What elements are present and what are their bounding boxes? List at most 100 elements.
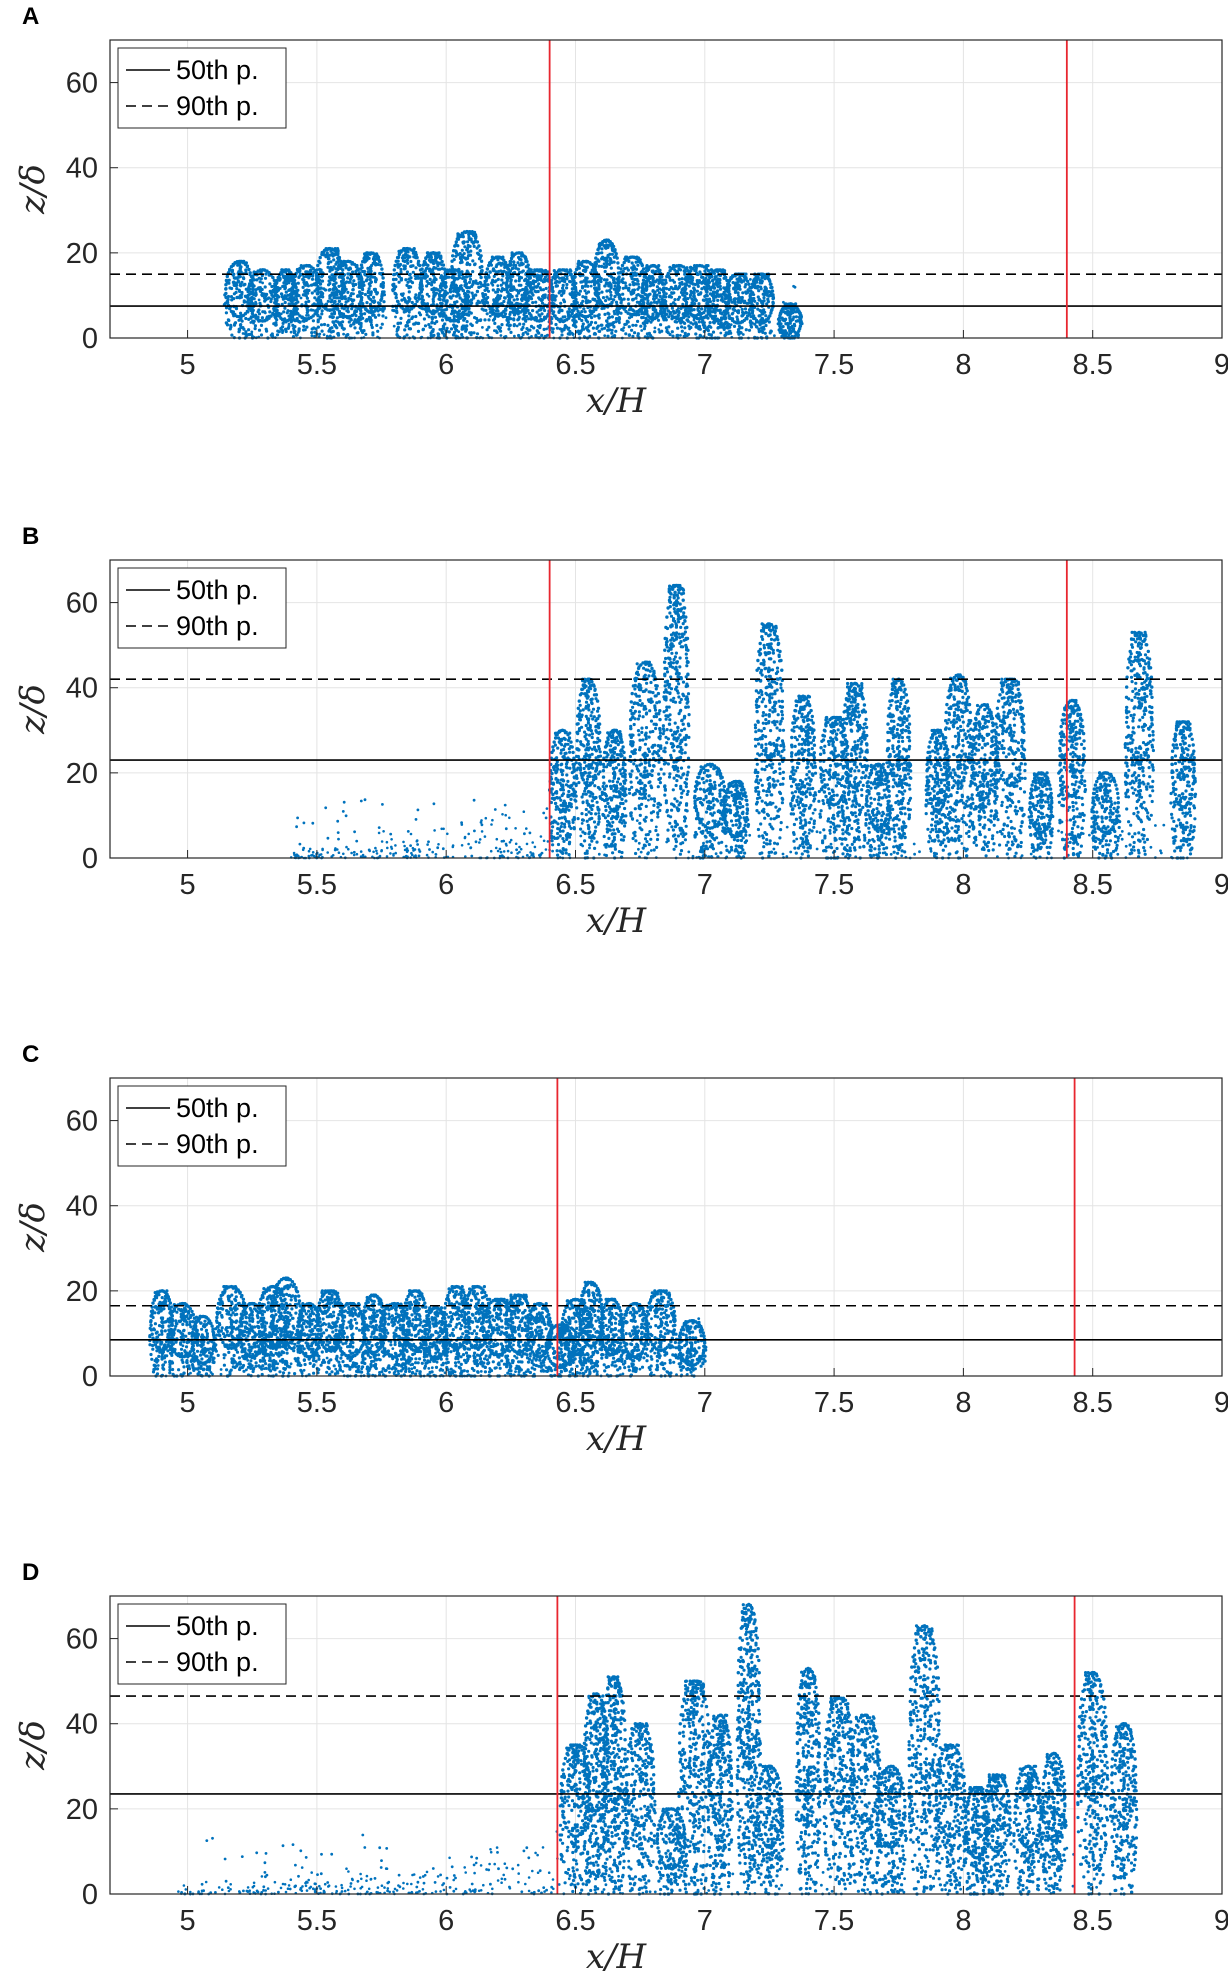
panel-a-point xyxy=(757,289,760,292)
panel-a-point xyxy=(516,298,519,301)
panel-a-point xyxy=(372,296,375,299)
panel-a-point xyxy=(668,276,671,279)
panel-a-point xyxy=(307,300,310,303)
panel-a-point xyxy=(315,268,318,271)
panel-a-point xyxy=(350,275,353,278)
panel-a-point xyxy=(528,329,531,332)
panel-a-point xyxy=(642,279,645,282)
panel-a-point xyxy=(430,256,433,259)
panel-a-point xyxy=(290,286,293,289)
panel-a-point xyxy=(505,276,508,279)
panel-a-point xyxy=(641,291,644,294)
panel-a-point xyxy=(422,328,425,331)
panel-a-point xyxy=(487,318,490,321)
panel-a-point xyxy=(369,278,372,281)
panel-a-point xyxy=(527,263,530,266)
panel-a-point xyxy=(237,270,240,273)
panel-a-point xyxy=(643,275,646,278)
panel-a-point xyxy=(397,322,400,325)
panel-a-point xyxy=(320,312,323,315)
panel-a-point xyxy=(362,329,365,332)
panel-a-point xyxy=(746,291,749,294)
panel-a-point xyxy=(419,281,422,284)
panel-a-point xyxy=(583,279,586,282)
panel-a-point xyxy=(641,282,644,285)
panel-a-point xyxy=(611,322,614,325)
panel-a-point xyxy=(520,263,523,266)
panel-a-point xyxy=(762,296,765,299)
panel-a-point xyxy=(588,309,591,312)
panel-a-point xyxy=(713,286,716,289)
panel-a-point xyxy=(531,286,534,289)
panel-a-point xyxy=(474,237,477,240)
panel-a-point xyxy=(349,281,352,284)
panel-a-point xyxy=(637,283,640,286)
panel-a-point xyxy=(381,286,384,289)
panel-a-point xyxy=(369,298,372,301)
panel-a-point xyxy=(635,261,638,264)
panel-a-point xyxy=(420,295,423,298)
panel-a-point xyxy=(660,275,663,278)
panel-a-point xyxy=(321,280,324,283)
panel-a-point xyxy=(460,333,463,336)
panel-a-point xyxy=(598,316,601,319)
panel-a-point xyxy=(358,290,361,293)
panel-a-point xyxy=(236,277,239,280)
panel-a-point xyxy=(687,315,690,318)
panel-a-point xyxy=(321,295,324,298)
panel-a-point xyxy=(491,279,494,282)
panel-a-point xyxy=(733,302,736,305)
panel-a-point xyxy=(442,263,445,266)
panel-a-point xyxy=(395,309,398,312)
panel-a-point xyxy=(543,278,546,281)
panel-a-point xyxy=(336,268,339,271)
panel-a-point xyxy=(646,302,649,305)
panel-a-point xyxy=(406,270,409,273)
panel-a-point xyxy=(524,294,527,297)
panel-a-point xyxy=(278,330,281,333)
panel-a-point xyxy=(450,327,453,330)
panel-a-point xyxy=(328,289,331,292)
panel-a-point xyxy=(317,320,320,323)
panel-a-point xyxy=(469,250,472,253)
panel-a-point xyxy=(411,264,414,267)
panel-a-point xyxy=(507,328,510,331)
panel-a-point xyxy=(526,279,529,282)
panel-a-point xyxy=(719,288,722,291)
panel-a-point xyxy=(260,277,263,280)
panel-a-point xyxy=(562,315,565,318)
panel-a-point xyxy=(558,309,561,312)
panel-a-point xyxy=(349,294,352,297)
panel-a-point xyxy=(700,307,703,310)
panel-a-point xyxy=(619,312,622,315)
panel-a-point xyxy=(364,333,367,336)
panel-a-point xyxy=(237,319,240,322)
panel-a-point xyxy=(598,313,601,316)
panel-a-point xyxy=(289,310,292,313)
panel-a-point xyxy=(713,277,716,280)
panel-a-point xyxy=(612,298,615,301)
panel-a-point xyxy=(560,333,563,336)
panel-a-point xyxy=(411,301,414,304)
panel-a-point xyxy=(543,328,546,331)
panel-a-point xyxy=(422,299,425,302)
panel-a-point xyxy=(238,296,241,299)
panel-a-point xyxy=(274,286,277,289)
panel-a-point xyxy=(512,318,515,321)
panel-a-point xyxy=(304,270,307,273)
panel-a-point xyxy=(586,320,589,323)
panel-a-point xyxy=(317,326,320,329)
panel-a-point xyxy=(642,267,645,270)
panel-a-point xyxy=(359,267,362,270)
panel-a-point xyxy=(519,284,522,287)
panel-a-point xyxy=(486,312,489,315)
panel-a-point xyxy=(426,275,429,278)
panel-a-point xyxy=(419,276,422,279)
panel-a-point xyxy=(632,283,635,286)
panel-a-point xyxy=(404,278,407,281)
panel-a-point xyxy=(698,320,701,323)
panel-a-point xyxy=(500,290,503,293)
panel-a-point xyxy=(236,263,239,266)
panel-a-point xyxy=(652,297,655,300)
